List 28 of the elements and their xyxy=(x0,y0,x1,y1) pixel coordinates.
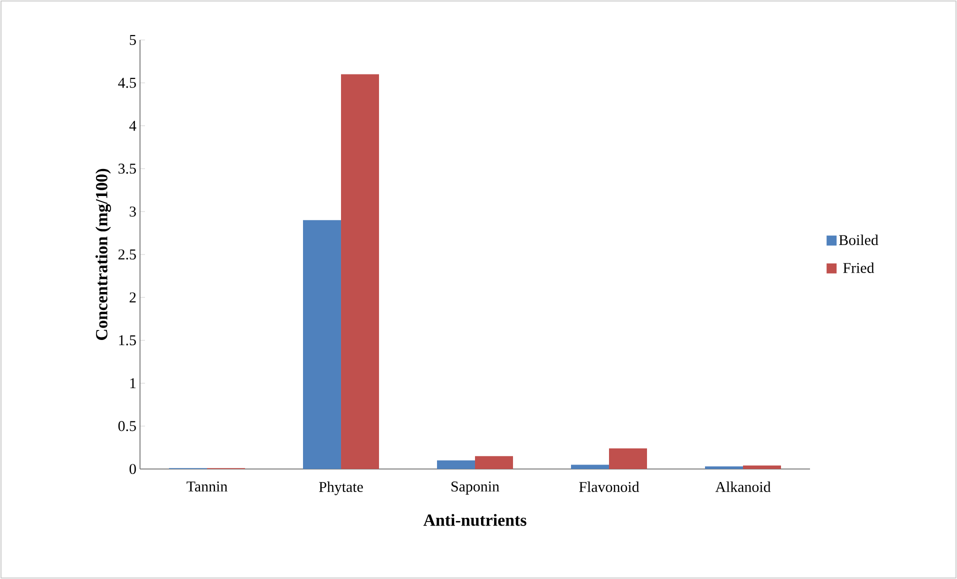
y-tick-label: 2.5 xyxy=(118,249,136,260)
x-tick-label: Tannin xyxy=(186,482,228,492)
bar xyxy=(609,448,648,469)
y-tick-label: 1 xyxy=(130,378,136,388)
x-tick-label: Flavonoid xyxy=(579,482,640,492)
bar xyxy=(475,456,514,469)
y-tick-label: 3 xyxy=(130,206,136,217)
bar xyxy=(571,464,610,469)
y-tick-label: 2 xyxy=(130,292,136,302)
bar xyxy=(743,466,782,469)
x-tick-label: Alkanoid xyxy=(715,482,771,492)
x-axis-title: Anti-nutrients xyxy=(423,514,526,526)
y-axis-title: Concentration (mg/100) xyxy=(95,168,111,340)
y-tick-label: 4 xyxy=(129,120,136,131)
y-tick-label: 0 xyxy=(130,464,136,474)
y-tick-label: 4.5 xyxy=(118,78,136,88)
bar xyxy=(303,220,342,469)
bar xyxy=(705,466,744,469)
y-tick-label: 3.5 xyxy=(118,164,136,174)
y-tick-label: 5 xyxy=(130,35,136,45)
x-tick-label: Saponin xyxy=(452,482,500,495)
legend-label: Boiled xyxy=(839,234,878,246)
x-tick-label: Phytate xyxy=(319,482,363,496)
bar xyxy=(341,74,380,469)
y-tick-label: 1.5 xyxy=(119,335,136,346)
y-tick-label: 0.5 xyxy=(118,421,136,432)
legend-label: Fried xyxy=(843,262,874,273)
bar xyxy=(437,460,476,469)
